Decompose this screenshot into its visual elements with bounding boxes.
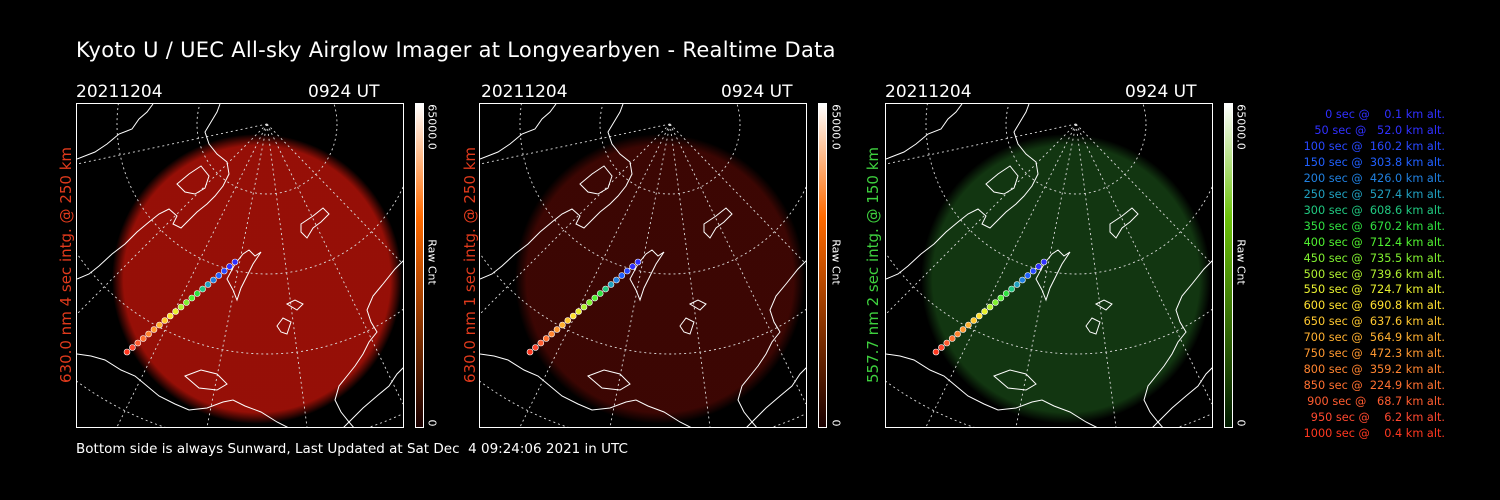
legend-row: 500 sec @ 739.6 km alt. — [1299, 267, 1445, 281]
legend-row: 550 sec @ 724.7 km alt. — [1299, 283, 1445, 297]
legend-row: 1000 sec @ 0.4 km alt. — [1303, 427, 1445, 441]
panel-1-date: 20211204 — [76, 82, 163, 102]
panel-3-colorbar — [1224, 103, 1233, 428]
panel-1-colorbar-max: 65000.0 — [425, 104, 439, 150]
legend-row: 950 sec @ 6.2 km alt. — [1307, 411, 1445, 425]
legend-row: 750 sec @ 472.3 km alt. — [1299, 347, 1445, 361]
legend-row: 450 sec @ 735.5 km alt. — [1299, 251, 1445, 265]
panel-2-map — [479, 103, 807, 428]
legend-row: 600 sec @ 690.8 km alt. — [1299, 299, 1445, 313]
legend-row: 100 sec @ 160.2 km alt. — [1299, 139, 1445, 153]
legend-row: 350 sec @ 670.2 km alt. — [1299, 219, 1445, 233]
panel-3-ylabel: 557.7 nm 2 sec intg. @ 150 km — [864, 146, 882, 384]
legend-row: 0 sec @ 0.1 km alt. — [1314, 108, 1445, 121]
panel-1-ylabel: 630.0 nm 4 sec intg. @ 250 km — [57, 146, 75, 384]
panel-2-date: 20211204 — [481, 82, 568, 102]
legend-row: 150 sec @ 303.8 km alt. — [1299, 155, 1445, 169]
panel-3-colorbar-min: 0 — [1234, 419, 1248, 427]
panel-3-time: 0924 UT — [1125, 82, 1197, 102]
page-title: Kyoto U / UEC All-sky Airglow Imager at … — [76, 38, 836, 62]
panel-3-map — [885, 103, 1213, 428]
panel-3-colorbar-label: Raw Cnt — [1234, 239, 1248, 285]
panel-3-colorbar-max: 65000.0 — [1234, 104, 1248, 150]
panel-3-date: 20211204 — [885, 82, 972, 102]
panel-2-time: 0924 UT — [721, 82, 793, 102]
panel-1-colorbar-min: 0 — [425, 419, 439, 427]
legend-row: 700 sec @ 564.9 km alt. — [1299, 331, 1445, 345]
panel-2-colorbar — [818, 103, 827, 428]
legend-row: 300 sec @ 608.6 km alt. — [1299, 203, 1445, 217]
legend-row: 200 sec @ 426.0 km alt. — [1299, 171, 1445, 185]
panel-2-colorbar-label: Raw Cnt — [829, 239, 843, 285]
legend-row: 900 sec @ 68.7 km alt. — [1303, 395, 1445, 409]
panel-1-map — [76, 103, 404, 428]
legend-row: 400 sec @ 712.4 km alt. — [1299, 235, 1445, 249]
panel-1-time: 0924 UT — [308, 82, 380, 102]
trajectory-legend: 0 sec @ 0.1 km alt. 50 sec @ 52.0 km alt… — [1250, 107, 1445, 442]
legend-row: 650 sec @ 637.6 km alt. — [1299, 315, 1445, 329]
panel-2-colorbar-min: 0 — [829, 419, 843, 427]
footer-status: Bottom side is always Sunward, Last Upda… — [76, 441, 628, 457]
panel-2-ylabel: 630.0 nm 1 sec intg. @ 250 km — [461, 146, 479, 384]
legend-row: 250 sec @ 527.4 km alt. — [1299, 187, 1445, 201]
panel-2-colorbar-max: 65000.0 — [829, 104, 843, 150]
legend-row: 850 sec @ 224.9 km alt. — [1299, 379, 1445, 393]
panel-1-colorbar-label: Raw Cnt — [425, 239, 439, 285]
legend-row: 50 sec @ 52.0 km alt. — [1307, 123, 1445, 137]
panel-1-colorbar — [415, 103, 424, 428]
legend-row: 800 sec @ 359.2 km alt. — [1299, 363, 1445, 377]
